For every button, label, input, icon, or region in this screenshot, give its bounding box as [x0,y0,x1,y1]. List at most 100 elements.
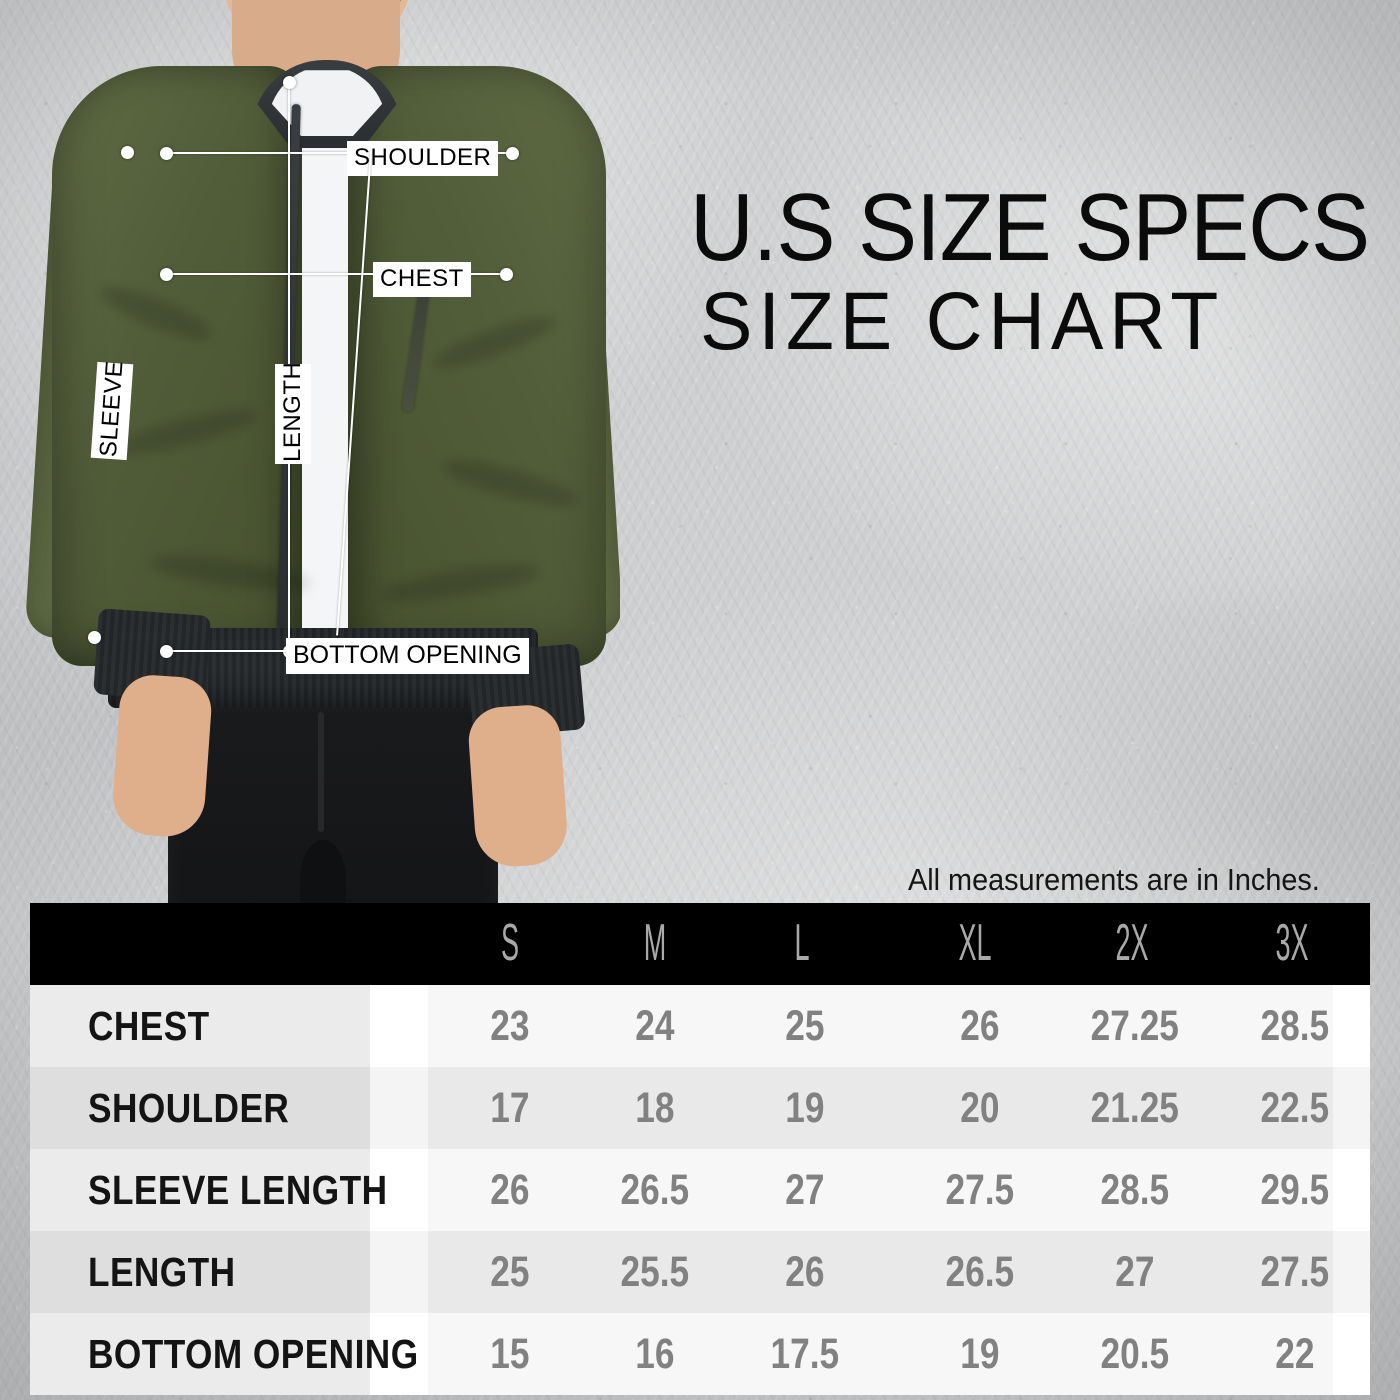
row-gutter [370,1067,428,1149]
model-left-hand [110,672,214,840]
cell-value: 28.5 [1100,1165,1170,1214]
model-right-hand [466,702,570,870]
row-data-cell [428,985,1333,1067]
row-label-cell [30,1313,370,1395]
cell-value: 27.25 [1090,1001,1180,1050]
cell-value: 24 [635,1001,675,1050]
cell-length-3x: 27.5 [1200,1231,1390,1313]
cell-bottom-opening-xl: 19 [885,1313,1075,1395]
cell-chest-s: 23 [415,985,605,1067]
cell-value: 17 [490,1083,530,1132]
cell-value: 26 [960,1001,1000,1050]
cell-value: 19 [960,1329,1000,1378]
size-table-header-row: S M L XL 2X 3X [30,903,1370,985]
row-data-cell [428,1067,1333,1149]
cell-value: 27 [1115,1247,1155,1296]
row-label-cell [30,1231,370,1313]
cell-chest-xl: 26 [885,985,1075,1067]
row-data-cell [428,1231,1333,1313]
column-header-l: L [794,914,810,972]
cell-value: 29.5 [1260,1165,1330,1214]
row-tail [1333,1067,1370,1149]
page-subtitle: SIZE CHART [700,276,1225,367]
cell-value: 26 [785,1247,825,1296]
cell-shoulder-s: 17 [415,1067,605,1149]
cell-bottom-opening-2x: 20.5 [1040,1313,1230,1395]
cell-shoulder-xl: 20 [885,1067,1075,1149]
cell-shoulder-l: 19 [710,1067,900,1149]
cell-chest-3x: 28.5 [1200,985,1390,1067]
column-header-m: M [643,914,667,972]
cell-value: 21.25 [1090,1083,1180,1132]
column-header-2x: 2X [1115,914,1149,972]
cell-value: 17.5 [770,1329,840,1378]
measurement-name: SLEEVE LENGTH [88,1166,388,1213]
cell-value: 26.5 [620,1165,690,1214]
row-gutter [370,1231,428,1313]
row-gutter [370,1313,428,1395]
row-data-cell [428,1149,1333,1231]
cell-shoulder-2x: 21.25 [1040,1067,1230,1149]
cell-value: 20.5 [1100,1329,1170,1378]
cell-length-m: 25.5 [560,1231,750,1313]
row-tail [1333,1231,1370,1313]
cell-value: 22 [1275,1329,1315,1378]
cell-value: 20 [960,1083,1000,1132]
cell-chest-m: 24 [560,985,750,1067]
cell-bottom-opening-l: 17.5 [710,1313,900,1395]
table-row: BOTTOM OPENING 15 16 17.5 19 20.5 22 [30,1313,1370,1395]
cell-sleeve-length-2x: 28.5 [1040,1149,1230,1231]
table-row: LENGTH 25 25.5 26 26.5 27 27.5 [30,1231,1370,1313]
column-header-s: S [500,914,520,972]
cell-bottom-opening-3x: 22 [1200,1313,1390,1395]
table-row: CHEST 23 24 25 26 27.25 28.5 [30,985,1370,1067]
units-note: All measurements are in Inches. [908,862,1320,897]
cell-value: 26 [490,1165,530,1214]
cell-chest-2x: 27.25 [1040,985,1230,1067]
table-row: SLEEVE LENGTH 26 26.5 27 27.5 28.5 29.5 [30,1149,1370,1231]
cell-bottom-opening-s: 15 [415,1313,605,1395]
cell-value: 15 [490,1329,530,1378]
cell-value: 16 [635,1329,675,1378]
column-header-3x: 3X [1275,914,1309,972]
measurement-name: LENGTH [88,1248,236,1295]
cell-value: 27.5 [1260,1247,1330,1296]
cell-length-s: 25 [415,1231,605,1313]
cell-sleeve-length-3x: 29.5 [1200,1149,1390,1231]
measurement-name: CHEST [88,1002,210,1049]
row-label-cell [30,1149,370,1231]
row-gutter [370,1149,428,1231]
row-gutter [370,985,428,1067]
size-table: S M L XL 2X 3X CHEST 23 24 25 26 27.25 2… [30,903,1370,1395]
row-tail [1333,985,1370,1067]
cell-value: 27 [785,1165,825,1214]
cell-sleeve-length-m: 26.5 [560,1149,750,1231]
cell-bottom-opening-m: 16 [560,1313,750,1395]
cell-value: 28.5 [1260,1001,1330,1050]
row-data-cell [428,1313,1333,1395]
cell-value: 23 [490,1001,530,1050]
cell-value: 26.5 [945,1247,1015,1296]
cell-length-2x: 27 [1040,1231,1230,1313]
cell-chest-l: 25 [710,985,900,1067]
cell-sleeve-length-xl: 27.5 [885,1149,1075,1231]
cell-value: 27.5 [945,1165,1015,1214]
row-tail [1333,1313,1370,1395]
cell-value: 19 [785,1083,825,1132]
cell-value: 22.5 [1260,1083,1330,1132]
cell-sleeve-length-l: 27 [710,1149,900,1231]
jeans-crotch-seam [300,840,346,905]
size-table-body: CHEST 23 24 25 26 27.25 28.5 SHOULDER 17… [30,985,1370,1395]
cell-shoulder-m: 18 [560,1067,750,1149]
table-row: SHOULDER 17 18 19 20 21.25 22.5 [30,1067,1370,1149]
jeans-fly [318,712,324,832]
column-header-xl: XL [958,914,992,972]
model-photo [0,0,620,905]
cell-shoulder-3x: 22.5 [1200,1067,1390,1149]
cell-length-l: 26 [710,1231,900,1313]
cell-value: 18 [635,1083,675,1132]
measurement-name: BOTTOM OPENING [88,1330,419,1377]
row-label-cell [30,985,370,1067]
row-label-cell [30,1067,370,1149]
